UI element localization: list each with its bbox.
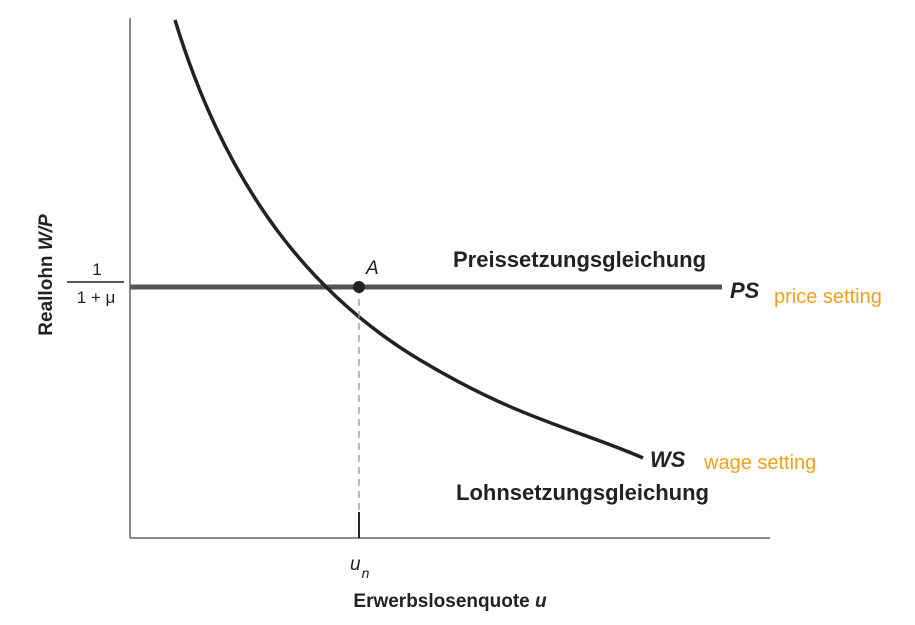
x-axis-label: Erwerbslosenquote u — [353, 591, 547, 612]
equilibrium-point — [353, 281, 365, 293]
ps-symbol: PS — [730, 278, 760, 303]
ws-symbol: WS — [650, 447, 686, 472]
ws-title: Lohnsetzungsgleichung — [456, 480, 709, 505]
ws-curve — [173, 19, 644, 460]
x-tick-un: un — [350, 554, 370, 581]
ps-title: Preissetzungsgleichung — [453, 247, 706, 272]
point-label: A — [365, 258, 379, 279]
y-tick-numerator: 1 — [92, 260, 101, 279]
y-tick-denominator: 1 + μ — [77, 288, 116, 307]
ps-note: price setting — [774, 286, 882, 308]
y-axis-label: Reallohn W/P — [36, 214, 57, 336]
ws-note: wage setting — [703, 452, 816, 474]
